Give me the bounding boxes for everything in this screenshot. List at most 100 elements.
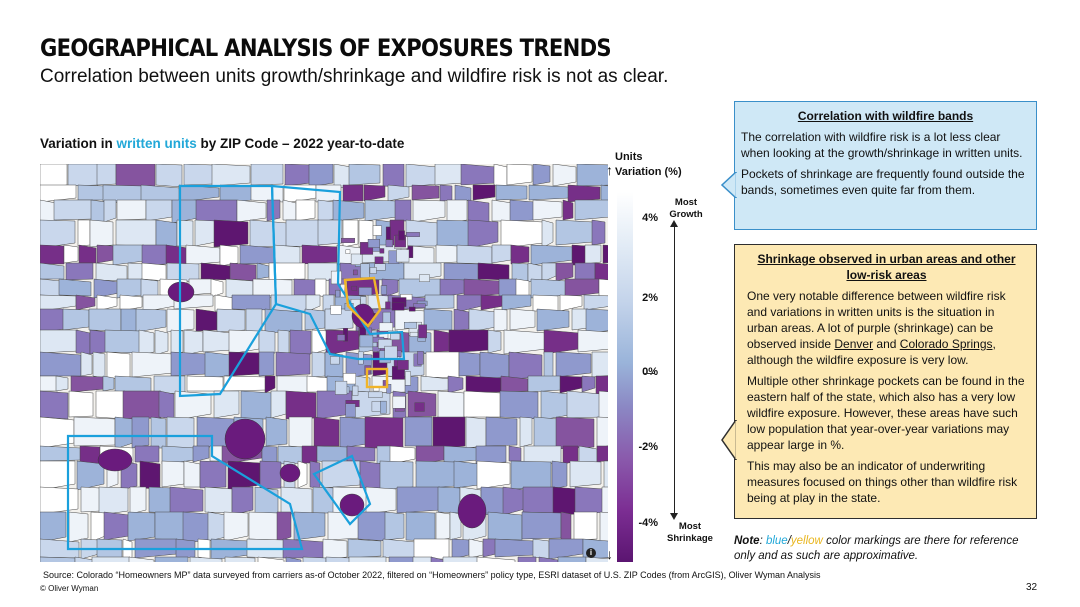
zip-area: [404, 322, 417, 329]
zip-area: [257, 556, 285, 562]
zip-area: [482, 538, 497, 558]
zip-area: [477, 262, 510, 281]
zip-area: [584, 244, 602, 265]
zip-area: [425, 351, 460, 379]
zip-area: [285, 390, 317, 420]
zip-area: [261, 445, 278, 464]
zip-area: [485, 416, 518, 447]
zip-area: [509, 308, 536, 331]
zip-area: [369, 267, 377, 274]
zip-area: [397, 359, 409, 370]
zip-area: [454, 184, 472, 204]
zip-area: [372, 346, 381, 352]
source-note: Source: Colorado “Homeowners MP” data su…: [43, 570, 821, 580]
zip-area: [509, 199, 535, 222]
zip-area: [335, 380, 348, 395]
zip-area: [58, 278, 92, 297]
callout-blue-pointer: [721, 172, 737, 198]
zip-area: [364, 416, 404, 449]
zip-area: [598, 278, 608, 297]
zip-area: [185, 244, 221, 266]
zip-area: [141, 262, 167, 282]
zip-area: [363, 184, 386, 202]
info-icon[interactable]: i: [586, 548, 596, 558]
zip-area: [304, 308, 326, 331]
zip-area: [414, 402, 425, 412]
zip-area: [391, 301, 405, 311]
zip-area: [145, 199, 173, 222]
zip-area: [463, 390, 502, 418]
zip-area: [424, 294, 455, 310]
zip-area: [158, 390, 175, 420]
zip-area: [412, 556, 433, 562]
map-title-pre: Variation in: [40, 136, 117, 151]
zip-area: [541, 262, 557, 283]
page-subtitle: Correlation between units growth/shrinka…: [40, 66, 669, 87]
zip-area: [337, 334, 346, 341]
zip-area: [394, 199, 412, 222]
zip-area: [353, 269, 358, 276]
zip-area: [348, 164, 381, 186]
zip-area: [311, 351, 326, 378]
zip-area: [297, 460, 308, 489]
zip-area: [585, 556, 608, 562]
zip-area: [385, 239, 393, 248]
zip-area: [389, 445, 416, 465]
legend-shrinkage-arrowhead: [670, 513, 678, 520]
zip-area: [352, 385, 359, 396]
zip-area: [150, 416, 167, 449]
zip-area: [231, 294, 271, 311]
zip-area: [446, 199, 468, 224]
zip-area: [458, 351, 481, 377]
zip-area: [40, 278, 62, 297]
zip-area: [65, 262, 94, 281]
zip-area: [367, 239, 380, 248]
legend-most-growth: Most Growth: [669, 197, 703, 220]
callout-urban-p1-and: and: [873, 337, 900, 351]
zip-area: [55, 375, 69, 392]
zip-area: [480, 294, 505, 311]
zip-area: [390, 333, 401, 341]
zip-area: [103, 511, 130, 541]
zip-area: [155, 164, 183, 188]
zip-area: [487, 511, 523, 541]
zip-area: [293, 511, 326, 541]
zip-area: [591, 351, 608, 378]
zip-area: [468, 308, 497, 333]
zip-area: [591, 219, 606, 246]
zip-area: [405, 511, 436, 542]
band-outline-central: [270, 184, 406, 361]
zip-area: [417, 351, 424, 365]
zip-area: [77, 219, 91, 247]
zip-area: [596, 445, 608, 463]
zip-area: [494, 538, 535, 558]
zip-area: [413, 303, 426, 308]
zip-area: [75, 294, 96, 311]
zip-area: [392, 395, 406, 409]
band-outline-southwest: [66, 434, 304, 551]
zip-area: [40, 445, 82, 462]
zip-area: [412, 199, 446, 223]
zip-area: [379, 460, 414, 491]
legend-tick-0: 0%: [642, 366, 658, 378]
zip-area: [219, 244, 239, 267]
zip-area: [475, 445, 507, 465]
zip-area: [411, 184, 440, 201]
zip-area: [282, 199, 297, 221]
zip-area: [360, 263, 370, 278]
zip-area: [571, 244, 587, 266]
map-title-highlight: written units: [116, 136, 197, 151]
zip-code-map[interactable]: i: [40, 164, 608, 562]
zip-area: [182, 511, 211, 543]
zip-area: [562, 199, 574, 221]
zip-area: [186, 375, 224, 392]
callout-wildfire-p1: The correlation with wildfire risk is a …: [741, 130, 1023, 160]
zip-area: [53, 199, 94, 221]
zip-area: [527, 375, 562, 393]
zip-area: [562, 445, 579, 465]
zip-area: [540, 390, 570, 421]
zip-area: [77, 184, 106, 201]
zip-area: [576, 164, 608, 187]
zip-area: [259, 460, 282, 490]
zip-area: [372, 225, 382, 236]
